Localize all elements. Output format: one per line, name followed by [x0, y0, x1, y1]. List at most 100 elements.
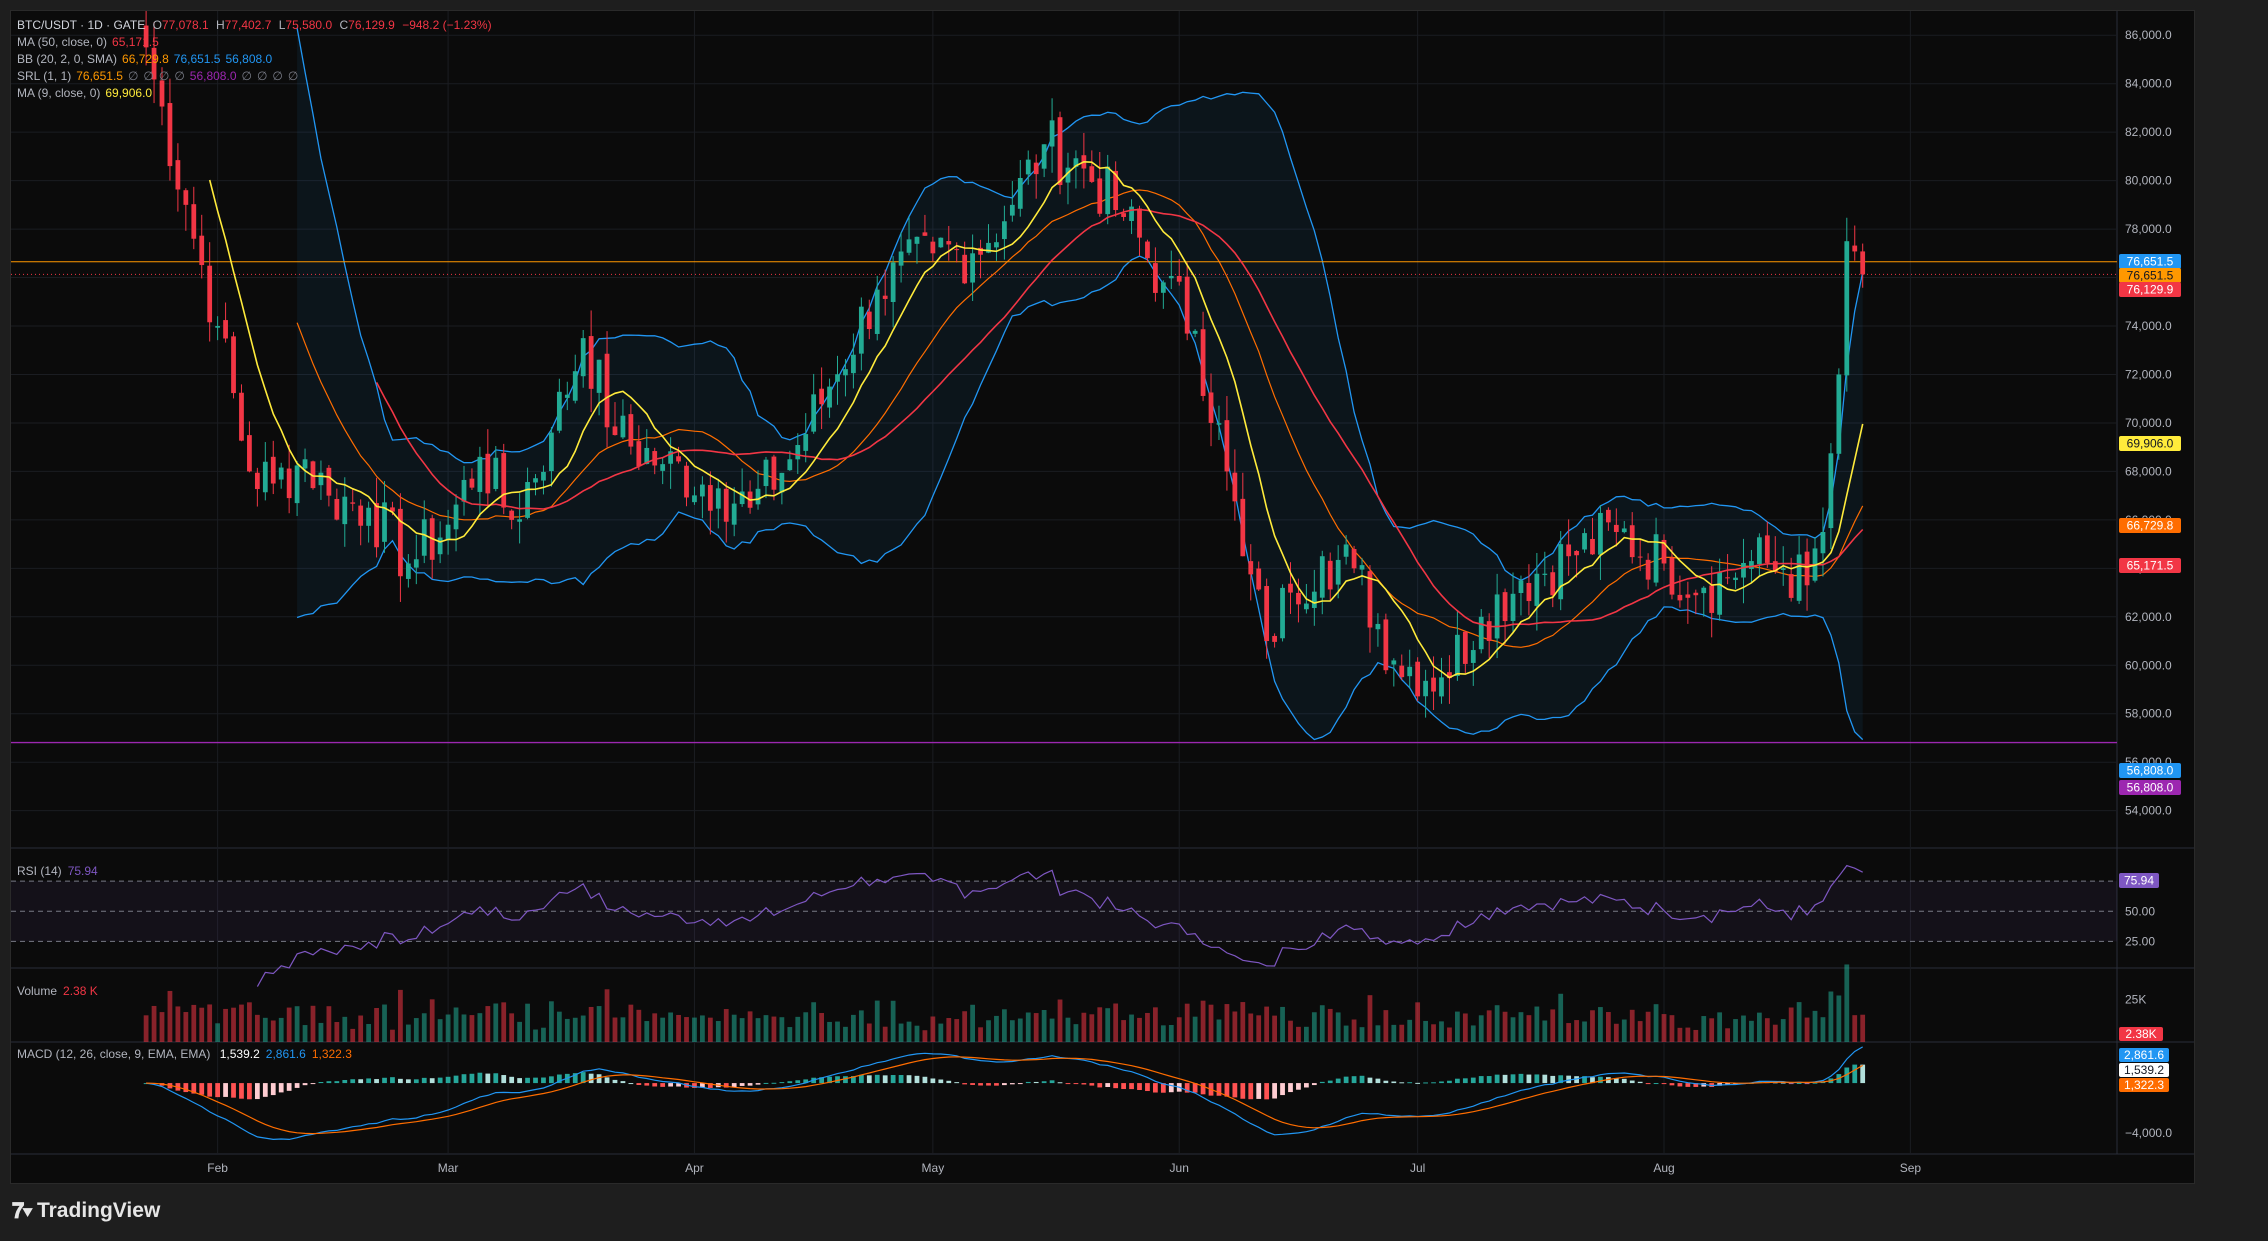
candle-body	[946, 241, 952, 245]
macd-histogram-bar	[445, 1076, 451, 1084]
volume-bar	[811, 1002, 817, 1042]
candle-body	[1677, 594, 1683, 601]
macd-badge-label: 1,539.2	[2124, 1063, 2164, 1077]
candle-body	[1176, 276, 1182, 282]
candle-body	[596, 359, 602, 393]
macd-legend[interactable]: MACD (12, 26, close, 9, EMA, EMA) 1,539.…	[17, 1047, 352, 1061]
macd-histogram-bar	[1701, 1083, 1707, 1087]
symbol-label[interactable]: BTC/USDT · 1D · GATE	[17, 18, 146, 32]
volume-bar	[1542, 1020, 1548, 1042]
candle-body	[413, 559, 419, 568]
price-badge: 65,171.5	[2119, 558, 2181, 573]
macd-histogram-bar	[1566, 1075, 1572, 1084]
chart-frame[interactable]: 86,000.0 84,000.0 82,000.0 80,000.0 78,000.0…	[10, 10, 2195, 1184]
ohlc-legend: BTC/USDT · 1D · GATE O77,078.1 H77,402.7…	[17, 17, 492, 34]
volume-bar	[858, 1010, 864, 1042]
volume-bar	[763, 1015, 769, 1042]
volume-bar	[1105, 1008, 1111, 1042]
candle-body	[1550, 572, 1556, 596]
candle-body	[1335, 559, 1341, 585]
indicator-value: ∅	[143, 69, 154, 83]
indicator-row[interactable]: BB (20, 2, 0, SMA) 66,729.8 76,651.5 56,808…	[17, 51, 492, 68]
indicator-row[interactable]: SRL (1, 1) 76,651.5 ∅ ∅ ∅ ∅ 56,808.0 ∅ ∅ ∅ ∅	[17, 68, 492, 85]
indicator-row[interactable]: MA (9, close, 0) 69,906.0	[17, 85, 492, 102]
macd-histogram-bar	[493, 1073, 499, 1084]
price-badge: 69,906.0	[2119, 436, 2181, 451]
candle-body	[1613, 524, 1619, 532]
volume-bar	[533, 1029, 538, 1042]
candle-body	[779, 472, 785, 493]
macd-histogram-bar	[1137, 1083, 1142, 1090]
volume-bar	[1407, 1019, 1413, 1042]
ma9-line	[208, 160, 1864, 679]
volume-legend[interactable]: Volume 2.38 K	[17, 984, 98, 998]
macd-histogram-bar	[1383, 1080, 1389, 1084]
volume-bar	[676, 1014, 681, 1042]
candle-body	[286, 468, 292, 499]
rsi-badge-label: 75.94	[2124, 874, 2154, 888]
macd-histogram-bar	[1653, 1083, 1659, 1085]
volume-bar	[477, 1013, 483, 1042]
candle-body	[1510, 593, 1516, 621]
volume-bar	[1391, 1024, 1397, 1042]
candle-body	[1288, 583, 1293, 593]
volume-bar	[525, 1003, 530, 1042]
low-label: L	[278, 18, 286, 32]
indicator-row[interactable]: MA (50, close, 0) 65,171.5	[17, 34, 492, 51]
candle-body	[676, 456, 681, 462]
volume-bar	[1367, 995, 1373, 1042]
macd-histogram-bar	[795, 1080, 801, 1084]
price-tick-label: 78,000.0	[2125, 222, 2172, 236]
chart-canvas[interactable]: 86,000.0 84,000.0 82,000.0 80,000.0 78,000.0…	[11, 11, 2194, 1183]
volume-bar	[1820, 1017, 1826, 1042]
tradingview-brand[interactable]: 𝟕▾ TradingView	[12, 1196, 160, 1226]
macd-histogram-bar	[1462, 1078, 1468, 1084]
volume-bar	[1852, 1015, 1858, 1042]
macd-histogram-bar	[334, 1081, 340, 1084]
macd-histogram-bar	[914, 1075, 920, 1084]
volume-bar	[1399, 1024, 1405, 1042]
candle-body	[1836, 374, 1842, 454]
volume-bar	[1836, 995, 1842, 1042]
candle-body	[668, 451, 673, 464]
price-badge: 66,729.8	[2119, 518, 2181, 533]
macd-histogram-bar	[938, 1079, 944, 1084]
candle-body	[1852, 245, 1858, 252]
time-tick-label: Sep	[1900, 1161, 1922, 1175]
macd-histogram-bar	[1598, 1076, 1603, 1084]
candle-body	[1518, 580, 1524, 594]
grid-lines	[11, 11, 2117, 1154]
macd-histogram-bar	[739, 1083, 745, 1086]
time-axis: Feb Mar Apr May Jun Jul Aug Sep	[207, 1161, 1921, 1175]
volume-bar	[191, 1004, 197, 1042]
candle-body	[461, 479, 467, 502]
volume-bar	[882, 1026, 888, 1042]
volume-bar	[310, 1005, 316, 1042]
macd-histogram-bar	[1478, 1076, 1484, 1084]
candle-body	[628, 414, 634, 447]
close-value: 76,129.9	[348, 18, 395, 32]
macd-histogram-bar	[978, 1083, 983, 1086]
volume-bar	[1470, 1025, 1476, 1042]
volume-bar	[207, 1004, 213, 1042]
volume-bar	[588, 1006, 594, 1042]
macd-histogram-bar	[1192, 1083, 1198, 1093]
volume-bar	[1804, 1017, 1810, 1042]
macd-histogram-bar	[763, 1082, 769, 1084]
macd-histogram-bar	[1248, 1083, 1254, 1100]
rsi-legend[interactable]: RSI (14) 75.94	[17, 864, 98, 878]
open-value: 77,078.1	[161, 18, 209, 32]
volume-bars	[143, 964, 1866, 1042]
volume-bar	[684, 1017, 689, 1042]
macd-histogram-bar	[1661, 1083, 1667, 1085]
candle-body	[509, 510, 515, 520]
volume-bar	[1764, 1018, 1770, 1042]
volume-bar	[1812, 1010, 1818, 1042]
macd-line	[146, 1046, 1863, 1141]
macd-histogram-bar	[382, 1077, 387, 1084]
candle-body	[819, 388, 824, 405]
price-badge-label: 56,808.0	[2127, 764, 2174, 778]
macd-histogram-bar	[692, 1083, 697, 1088]
macd-histogram-bar	[1693, 1083, 1699, 1087]
tradingview-logo-icon: 𝟕▾	[12, 1198, 33, 1223]
